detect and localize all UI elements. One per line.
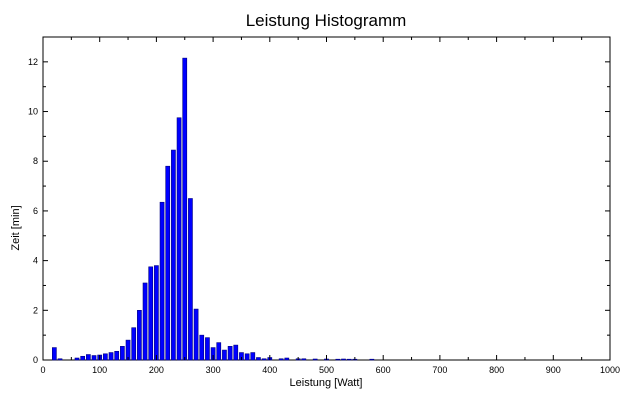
histogram-bar (188, 198, 193, 361)
histogram-bar (176, 117, 182, 361)
histogram-bar (250, 352, 256, 361)
plot-frame (42, 36, 611, 361)
histogram-bar (120, 346, 125, 361)
histogram-bar (154, 265, 159, 361)
histogram-bar (278, 358, 284, 361)
histogram-bar (103, 353, 108, 361)
x-tick-label: 1000 (600, 365, 620, 375)
histogram-bar (91, 355, 97, 361)
histogram-bar (182, 57, 188, 361)
x-tick-label: 900 (546, 365, 561, 375)
y-tick-label: 8 (33, 156, 38, 166)
x-tick-label: 0 (40, 365, 45, 375)
x-tick-label: 100 (92, 365, 107, 375)
histogram-bar (80, 355, 86, 361)
histogram-bar (86, 354, 91, 361)
histogram-bar (341, 358, 346, 361)
histogram-bar (137, 310, 142, 361)
histogram-bar (108, 352, 114, 361)
histogram-bar (159, 201, 165, 361)
histogram-bar (369, 358, 375, 361)
histogram-bar (142, 282, 148, 361)
histogram-bar (165, 165, 171, 361)
y-tick-label: 12 (28, 57, 38, 67)
histogram-bar (205, 337, 210, 361)
x-tick-label: 700 (432, 365, 447, 375)
histogram-bar (199, 334, 205, 361)
x-axis-ticks: 0 100 200 300 400 500 600 700 800 900 1000 (40, 37, 620, 375)
y-axis-ticks: 0 2 4 6 8 10 12 (28, 36, 610, 365)
histogram-bar (233, 344, 239, 361)
x-tick-label: 300 (206, 365, 221, 375)
bars-layer (51, 57, 375, 361)
x-tick-label: 500 (319, 365, 334, 375)
y-tick-label: 10 (28, 107, 38, 117)
y-axis-label: Zeit [min] (10, 205, 22, 250)
y-tick-label: 4 (33, 256, 38, 266)
histogram-bar (284, 357, 290, 361)
chart-title: Leistung Histogramm (246, 11, 407, 30)
histogram-bar (114, 350, 120, 361)
histogram-bar (346, 358, 352, 361)
x-axis-label: Leistung [Watt] (290, 377, 363, 389)
histogram-bar (227, 346, 233, 361)
histogram-bar (256, 357, 261, 361)
y-tick-label: 0 (33, 355, 38, 365)
histogram-bar (74, 357, 80, 361)
x-tick-label: 800 (489, 365, 504, 375)
y-tick-label: 6 (33, 206, 38, 216)
histogram-bar (335, 358, 341, 361)
x-tick-label: 600 (376, 365, 391, 375)
x-tick-label: 400 (262, 365, 277, 375)
histogram-bar (51, 347, 57, 361)
histogram-bar (131, 327, 137, 361)
histogram-bar (148, 266, 154, 361)
histogram-bar (261, 358, 267, 361)
histogram-bar (57, 358, 63, 361)
x-tick-label: 200 (149, 365, 164, 375)
histogram-bar (193, 308, 199, 361)
histogram-bar (312, 358, 318, 361)
histogram-bar (244, 353, 250, 361)
y-tick-label: 2 (33, 305, 38, 315)
histogram-bar (222, 349, 227, 361)
histogram-bar (301, 358, 307, 361)
histogram-bar (216, 342, 222, 361)
histogram-bar (171, 149, 176, 361)
